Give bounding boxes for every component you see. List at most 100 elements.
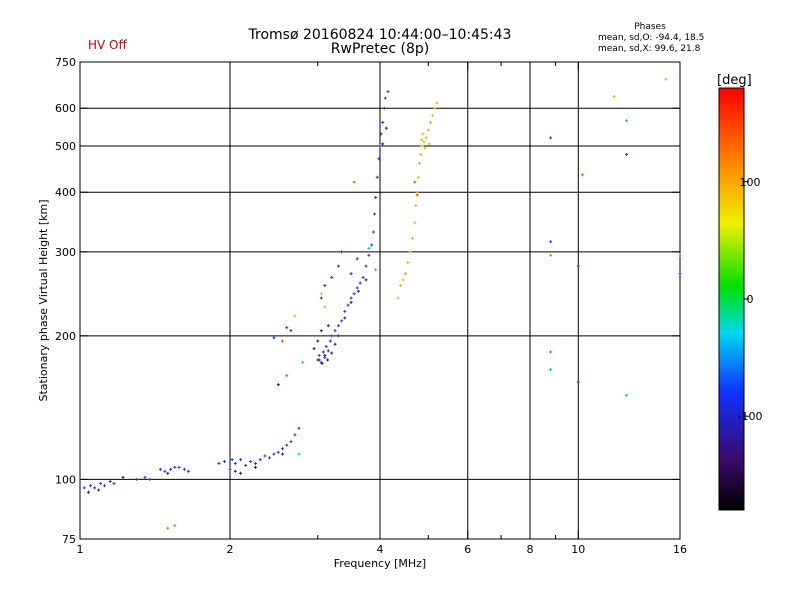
data-point — [549, 136, 553, 140]
data-point — [343, 309, 347, 313]
data-point — [297, 426, 301, 430]
data-point — [82, 486, 86, 490]
data-point — [320, 361, 324, 365]
hv-status-label: HV Off — [88, 38, 127, 52]
data-point — [378, 144, 382, 148]
data-point — [336, 324, 340, 328]
data-point — [276, 383, 280, 387]
data-point — [249, 460, 253, 464]
data-point — [330, 276, 334, 280]
data-point — [285, 326, 289, 330]
data-point — [163, 469, 167, 473]
data-point — [319, 296, 323, 300]
data-point — [97, 488, 101, 492]
data-point — [317, 358, 321, 362]
x-tick-label: 4 — [377, 543, 384, 556]
data-point — [408, 250, 412, 254]
x-axis-label: Frequency [MHz] — [334, 557, 426, 570]
data-point — [678, 253, 682, 257]
y-tick-label: 200 — [55, 330, 76, 343]
data-point — [103, 484, 107, 488]
colorbar-tick-label: -100 — [738, 410, 763, 423]
y-tick-label: 75 — [62, 533, 76, 546]
data-point — [272, 452, 276, 456]
data-point — [258, 458, 262, 462]
data-point — [414, 204, 418, 208]
phase-x-stats: mean, sd,X: 99.6, 21.8 — [598, 44, 701, 54]
data-point — [419, 152, 423, 156]
data-point — [169, 467, 173, 471]
data-point — [293, 433, 297, 437]
colorbar-tick-label: 100 — [740, 176, 761, 189]
data-point — [401, 278, 405, 282]
data-point — [281, 447, 285, 451]
data-point — [625, 152, 629, 156]
x-tick-label: 10 — [571, 543, 585, 556]
data-point — [333, 329, 337, 333]
data-point — [420, 138, 424, 142]
data-point — [336, 264, 340, 268]
data-point — [415, 193, 419, 197]
data-point — [381, 142, 385, 146]
data-point — [230, 458, 234, 462]
data-point — [340, 319, 344, 323]
data-point — [323, 353, 327, 357]
data-point — [326, 324, 330, 328]
data-point — [374, 195, 378, 199]
data-point — [143, 475, 147, 479]
data-point — [233, 469, 237, 473]
data-point — [330, 351, 334, 355]
data-point — [285, 374, 289, 378]
data-point — [319, 292, 323, 296]
data-point — [239, 458, 243, 462]
phase-colorbar — [719, 88, 744, 510]
data-point — [86, 490, 90, 494]
data-point — [272, 336, 276, 340]
data-point — [223, 460, 227, 464]
data-point — [382, 106, 386, 110]
data-point — [549, 240, 553, 244]
data-point — [244, 463, 248, 467]
data-point — [549, 350, 553, 354]
data-point — [93, 486, 97, 490]
data-point — [422, 140, 426, 144]
data-point — [549, 253, 553, 257]
data-point — [413, 180, 417, 184]
data-point — [328, 339, 332, 343]
y-tick-label: 750 — [55, 56, 76, 69]
data-point — [293, 314, 297, 318]
data-point — [321, 350, 325, 354]
data-point — [158, 467, 162, 471]
data-point — [399, 283, 403, 287]
data-point — [343, 316, 347, 320]
data-point — [186, 469, 190, 473]
data-point — [625, 119, 629, 123]
data-point — [289, 440, 293, 444]
data-point — [612, 94, 616, 98]
data-point — [316, 339, 320, 343]
data-point — [356, 289, 360, 293]
x-tick-label: 8 — [527, 543, 534, 556]
y-tick-label: 100 — [55, 473, 76, 486]
data-point — [377, 157, 381, 161]
data-point — [576, 264, 580, 268]
data-point — [381, 121, 385, 125]
data-point — [228, 467, 232, 471]
data-points — [82, 77, 682, 530]
data-point — [375, 175, 379, 179]
x-tick-label: 1 — [77, 543, 84, 556]
data-point — [323, 305, 327, 309]
data-point — [182, 467, 186, 471]
data-point — [406, 260, 410, 264]
data-point — [367, 246, 371, 250]
colorbar-label: [deg] — [717, 73, 752, 88]
data-point — [384, 126, 388, 130]
data-point — [333, 342, 337, 346]
data-point — [625, 393, 629, 397]
data-point — [326, 349, 330, 353]
data-point — [177, 465, 181, 469]
data-point — [386, 90, 390, 94]
data-point — [281, 452, 285, 456]
data-point — [253, 461, 257, 465]
